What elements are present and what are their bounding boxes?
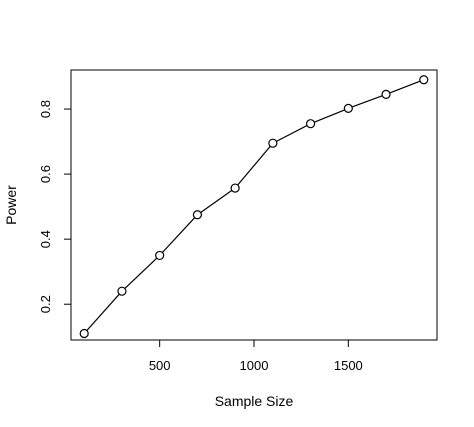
power-series-points [79, 75, 429, 339]
data-point [268, 138, 278, 148]
y-axis: 0.2 0.4 0.6 0.8 [38, 100, 71, 313]
data-point [419, 75, 429, 85]
data-point [192, 210, 203, 220]
y-tick-label: 0.8 [38, 100, 53, 118]
x-tick-label: 500 [149, 358, 171, 373]
y-tick-label: 0.2 [38, 295, 53, 313]
y-axis-title: Power [3, 185, 19, 225]
data-point [381, 89, 391, 99]
y-tick-label: 0.4 [38, 230, 53, 248]
x-tick-label: 1500 [334, 358, 363, 373]
data-point [305, 119, 316, 129]
x-tick-label: 1000 [240, 358, 269, 373]
x-axis-title: Sample Size [215, 393, 294, 409]
data-point [155, 250, 165, 261]
power-series-line [86, 80, 421, 331]
data-point [230, 183, 240, 193]
plot-frame [70, 69, 438, 341]
x-axis: 500 1000 1500 [149, 340, 363, 373]
data-point [117, 286, 127, 296]
data-point [79, 328, 89, 339]
data-point [343, 103, 353, 113]
y-tick-label: 0.6 [38, 165, 53, 183]
